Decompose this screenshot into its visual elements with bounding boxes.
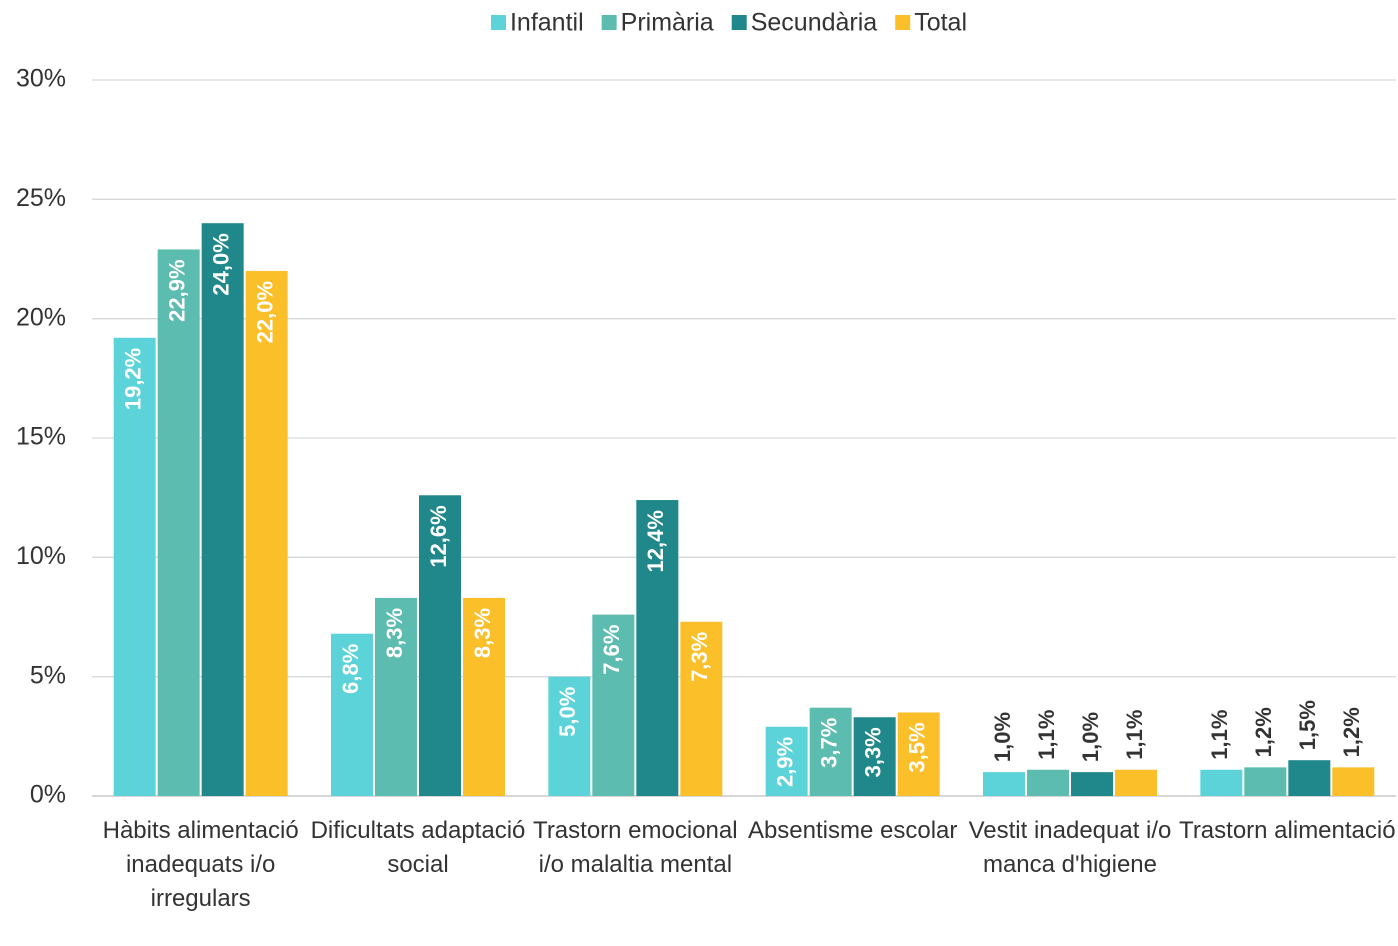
value-label: 1,1% bbox=[1122, 710, 1147, 760]
value-label: 1,1% bbox=[1207, 710, 1232, 760]
x-tick-label: Vestit inadequat i/o manca d'higiene bbox=[968, 817, 1172, 878]
value-label: 1,2% bbox=[1251, 707, 1276, 757]
bar bbox=[1244, 767, 1287, 796]
value-label: 6,8% bbox=[338, 644, 363, 694]
bar bbox=[463, 597, 505, 796]
bar bbox=[1071, 772, 1113, 796]
value-label: 12,4% bbox=[643, 510, 668, 572]
legend-label: Secundària bbox=[751, 9, 878, 37]
bar bbox=[375, 597, 417, 796]
bar bbox=[113, 337, 156, 796]
value-label: 24,0% bbox=[208, 233, 233, 295]
bar bbox=[331, 633, 373, 796]
value-label: 8,3% bbox=[470, 608, 495, 658]
value-label: 1,1% bbox=[1034, 710, 1059, 760]
x-tick-label-box: Hàbits alimentació inadequats i/o irregu… bbox=[102, 817, 299, 912]
y-tick-label: 10% bbox=[16, 542, 66, 570]
legend-swatch bbox=[895, 15, 911, 30]
legend-swatch bbox=[490, 15, 506, 30]
value-label: 1,0% bbox=[1078, 712, 1103, 762]
bar bbox=[1200, 769, 1243, 796]
x-tick-label-box: Vestit inadequat i/o manca d'higiene bbox=[968, 817, 1172, 878]
bar bbox=[201, 223, 244, 796]
legend-label: Total bbox=[914, 9, 967, 37]
value-label: 12,6% bbox=[426, 505, 451, 567]
value-label: 1,0% bbox=[990, 712, 1015, 762]
legend-swatch bbox=[731, 15, 747, 30]
value-label: 1,5% bbox=[1295, 700, 1320, 750]
value-label: 3,7% bbox=[816, 718, 841, 768]
bar bbox=[636, 500, 679, 796]
bar bbox=[680, 621, 723, 796]
x-tick-label: Hàbits alimentació inadequats i/o irregu… bbox=[102, 817, 299, 912]
bar bbox=[853, 717, 896, 796]
value-label: 19,2% bbox=[120, 348, 145, 410]
bar bbox=[548, 676, 591, 796]
x-tick-label-box: Dificultats adaptació social bbox=[310, 817, 526, 878]
x-tick-label: Absentisme escolar bbox=[747, 817, 958, 844]
value-label: 22,9% bbox=[164, 259, 189, 321]
bar bbox=[983, 772, 1025, 796]
value-label: 7,6% bbox=[599, 625, 624, 675]
x-tick-label-box: Trastorn alimentació bbox=[1179, 817, 1396, 844]
x-tick-label: Trastorn alimentació bbox=[1179, 817, 1396, 844]
legend: Infantil Primària Secundària Total bbox=[490, 9, 967, 37]
value-label: 1,2% bbox=[1339, 707, 1364, 757]
x-tick-label-box: Trastorn emocional i/o malaltia mental bbox=[533, 817, 738, 878]
y-tick-label: 5% bbox=[30, 661, 66, 689]
y-tick-label: 25% bbox=[16, 184, 66, 212]
value-label: 8,3% bbox=[382, 608, 407, 658]
value-label: 3,3% bbox=[860, 727, 885, 777]
legend-label: Infantil bbox=[510, 9, 584, 37]
value-label: 22,0% bbox=[252, 281, 277, 343]
x-tick-label: Dificultats adaptació social bbox=[310, 817, 526, 878]
bar bbox=[245, 270, 288, 796]
y-tick-label: 30% bbox=[16, 65, 66, 93]
bar bbox=[765, 726, 808, 796]
y-tick-label: 15% bbox=[16, 423, 66, 451]
x-tick-label: Trastorn emocional i/o malaltia mental bbox=[533, 817, 738, 878]
legend-label: Primària bbox=[621, 9, 714, 37]
value-label: 2,9% bbox=[772, 737, 797, 787]
bar bbox=[419, 495, 461, 796]
y-tick-label: 0% bbox=[30, 781, 66, 809]
bar bbox=[592, 614, 635, 796]
bar bbox=[1288, 760, 1331, 796]
bar bbox=[1332, 767, 1375, 796]
legend-swatch bbox=[601, 15, 617, 30]
x-tick-label-box: Absentisme escolar bbox=[747, 817, 958, 844]
bar bbox=[157, 249, 200, 796]
value-label: 5,0% bbox=[555, 687, 580, 737]
y-tick-label: 20% bbox=[16, 303, 66, 331]
value-label: 7,3% bbox=[687, 632, 712, 682]
bar bbox=[809, 707, 852, 796]
bar bbox=[1027, 769, 1069, 796]
bar bbox=[1115, 769, 1157, 796]
value-label: 3,5% bbox=[904, 722, 929, 772]
bar bbox=[897, 712, 940, 796]
